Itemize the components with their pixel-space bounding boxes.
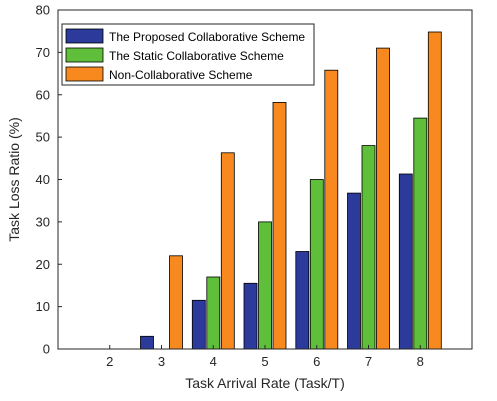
bar-series2-7 — [361, 145, 376, 350]
x-tick-label: 4 — [210, 354, 217, 369]
y-tick-label: 40 — [36, 172, 50, 187]
bar-series2-4 — [206, 276, 221, 350]
bar-series3-7 — [376, 47, 390, 350]
bar-series3-3 — [169, 255, 183, 350]
x-axis-label: Task Arrival Rate (Task/T) — [185, 375, 344, 391]
bar-series1-4 — [191, 299, 206, 350]
bar-series3-8 — [427, 31, 442, 350]
bar-series1-6 — [295, 251, 310, 350]
x-tick-label: 7 — [365, 354, 372, 369]
bar-series1-5 — [243, 282, 258, 350]
x-tick-label: 3 — [158, 354, 165, 369]
bars-group — [140, 31, 442, 350]
legend-label: The Static Collaborative Scheme — [109, 49, 284, 63]
y-tick-label: 60 — [36, 87, 50, 102]
bar-series3-6 — [324, 69, 339, 350]
legend: The Proposed Collaborative Scheme The Sta… — [61, 23, 315, 86]
y-axis: 0 10 20 30 40 50 60 70 80 — [36, 3, 62, 357]
y-tick-label: 0 — [43, 342, 50, 357]
legend-swatch — [65, 47, 104, 63]
y-tick-label: 80 — [36, 3, 50, 18]
bar-series1-3 — [140, 335, 154, 350]
legend-swatch — [65, 28, 104, 44]
y-tick-label: 50 — [36, 130, 50, 145]
bar-series3-4 — [220, 152, 235, 350]
y-axis-label: Task Loss Ratio (%) — [6, 117, 22, 241]
x-axis: 2 3 4 5 6 7 8 — [106, 345, 424, 369]
legend-swatch — [65, 66, 104, 82]
bar-series2-5 — [258, 221, 272, 350]
bar-series1-7 — [347, 192, 361, 350]
y-tick-label: 70 — [36, 45, 50, 60]
x-tick-label: 2 — [106, 354, 113, 369]
legend-label: The Proposed Collaborative Scheme — [109, 30, 305, 44]
legend-label: Non-Collaborative Scheme — [109, 68, 253, 82]
y-tick-label: 10 — [36, 299, 50, 314]
x-tick-label: 6 — [313, 354, 320, 369]
legend-box — [61, 23, 315, 86]
y-tick-label: 20 — [36, 257, 50, 272]
x-tick-label: 5 — [261, 354, 268, 369]
y-tick-label: 30 — [36, 214, 50, 229]
bar-series1-8 — [398, 173, 413, 350]
x-tick-label: 8 — [417, 354, 424, 369]
bar-series2-8 — [413, 117, 428, 350]
bar-series2-6 — [309, 179, 324, 350]
bar-series3-5 — [272, 102, 287, 350]
